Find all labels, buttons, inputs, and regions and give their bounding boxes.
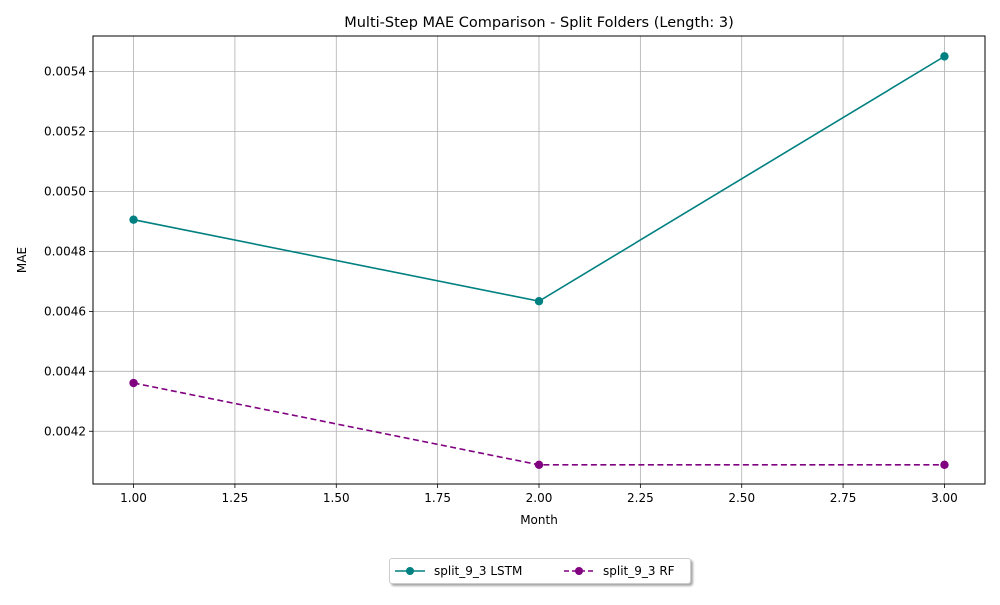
grid (93, 36, 985, 484)
series-0-point (940, 52, 949, 61)
series-1-point (129, 378, 138, 388)
y-tick-label: 0.0054 (44, 65, 86, 79)
x-tick-label: 1.00 (120, 491, 147, 505)
legend-item-lstm: split_9_3 LSTM (394, 559, 522, 583)
x-tick-label: 3.00 (931, 491, 958, 505)
y-tick-label: 0.0046 (44, 304, 86, 318)
legend-swatch-lstm (395, 567, 425, 575)
series-0-point (534, 297, 544, 306)
x-tick-label: 2.50 (728, 491, 755, 505)
x-axis: 1.00 1.25 1.50 1.75 2.00 2.25 2.50 2.75 3.00 (120, 484, 958, 505)
x-tick-label: 1.25 (222, 491, 249, 505)
x-tick-label: 1.75 (424, 491, 451, 505)
series-1-point (534, 460, 544, 470)
legend-item-rf: split_9_3 RF (563, 559, 675, 583)
y-tick-label: 0.0042 (44, 424, 86, 438)
x-tick-label: 2.75 (830, 491, 857, 505)
x-tick-label: 2.25 (627, 491, 654, 505)
y-axis-label: MAE (15, 247, 29, 273)
chart-title: Multi-Step MAE Comparison - Split Folder… (344, 15, 734, 31)
legend-label-rf: split_9_3 RF (603, 564, 675, 578)
series-layer (129, 52, 949, 470)
y-tick-label: 0.0050 (44, 185, 86, 199)
x-tick-label: 2.00 (526, 491, 553, 505)
series-1-point (940, 460, 949, 470)
legend-swatch-rf (564, 567, 594, 575)
y-tick-label: 0.0044 (44, 364, 86, 378)
y-tick-label: 0.0048 (44, 244, 86, 258)
series-0-point (129, 215, 138, 224)
y-tick-label: 0.0052 (44, 125, 86, 139)
x-axis-label: Month (520, 513, 558, 527)
legend: split_9_3 LSTM split_9_3 RF (389, 558, 691, 584)
legend-label-lstm: split_9_3 LSTM (434, 564, 523, 578)
x-tick-label: 1.50 (323, 491, 350, 505)
y-axis: 0.0042 0.0044 0.0046 0.0048 0.0050 0.0052 0.00… (44, 65, 93, 438)
